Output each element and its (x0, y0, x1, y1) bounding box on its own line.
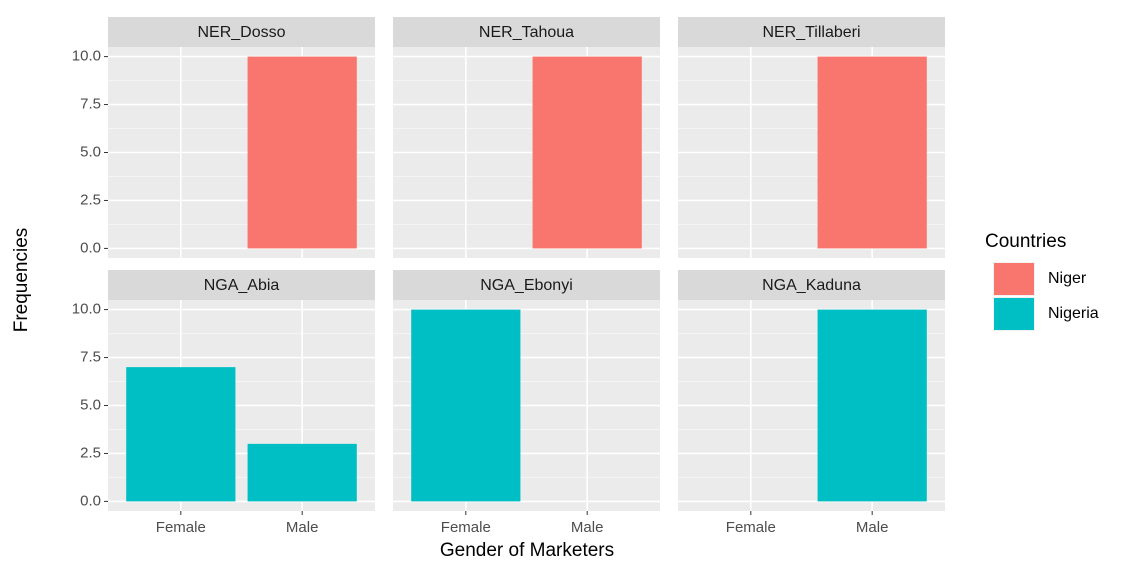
y-tick-label: 7.5 (80, 349, 101, 366)
y-tick-label: 5.0 (80, 143, 101, 160)
x-tick-label: Female (156, 519, 206, 536)
strip-label: NER_Tahoua (479, 24, 574, 41)
strip-label: NER_Dosso (197, 24, 285, 41)
legend-label: Nigeria (1048, 305, 1099, 322)
x-tick-label: Male (856, 519, 889, 536)
x-tick-label: Male (286, 519, 319, 536)
strip-label: NGA_Abia (204, 277, 280, 294)
y-tick-label: 0.0 (80, 492, 101, 509)
y-tick-label: 0.0 (80, 239, 101, 256)
x-tick-label: Female (726, 519, 776, 536)
legend-label: Niger (1048, 270, 1087, 287)
strip-label: NGA_Kaduna (762, 277, 861, 294)
y-tick-label: 5.0 (80, 396, 101, 413)
y-axis-title: Frequencies (11, 228, 32, 333)
bar (532, 56, 642, 249)
x-tick-label: Male (571, 519, 604, 536)
x-axis-title: Gender of Marketers (440, 540, 614, 561)
strip (108, 270, 375, 300)
strip (678, 270, 945, 300)
bar (411, 309, 521, 502)
bar (247, 56, 357, 249)
y-tick-label: 2.5 (80, 444, 101, 461)
strip (393, 17, 660, 47)
bar (817, 309, 927, 502)
bar (126, 367, 236, 502)
x-tick-label: Female (441, 519, 491, 536)
y-tick-label: 10.0 (72, 48, 101, 65)
strip-label: NER_Tillaberi (762, 24, 860, 41)
y-tick-label: 10.0 (72, 301, 101, 318)
bar (817, 56, 927, 249)
strip (678, 17, 945, 47)
legend-swatch (994, 263, 1034, 295)
legend-swatch (994, 298, 1034, 330)
strip-label: NGA_Ebonyi (480, 277, 573, 294)
legend-title: Countries (985, 231, 1066, 252)
y-tick-label: 2.5 (80, 191, 101, 208)
bar (247, 443, 357, 502)
strip (108, 17, 375, 47)
strip (393, 270, 660, 300)
y-tick-label: 7.5 (80, 96, 101, 113)
